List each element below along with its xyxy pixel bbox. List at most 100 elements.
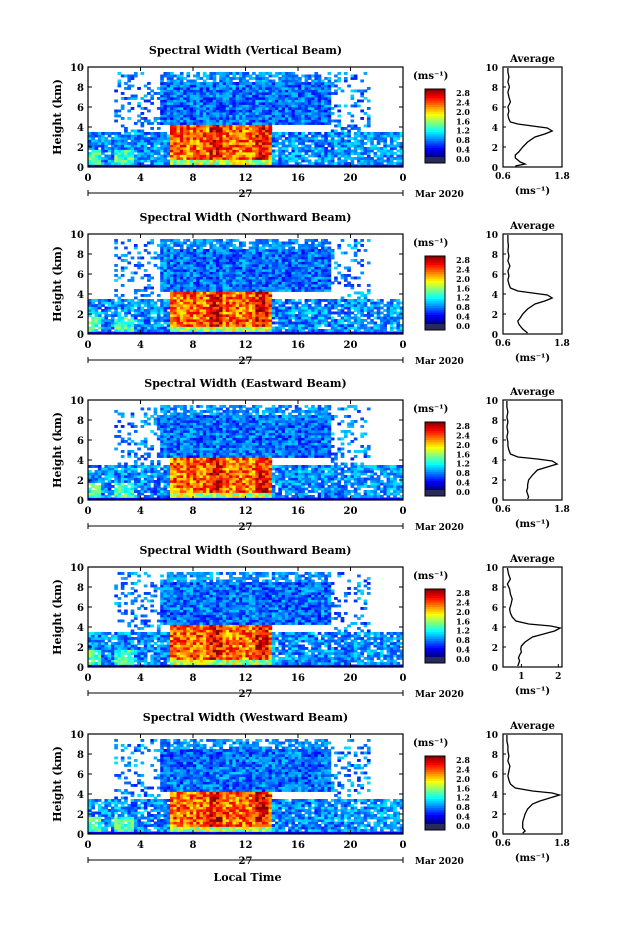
heatmap-cell bbox=[360, 299, 364, 302]
heatmap-cell bbox=[282, 259, 286, 262]
heatmap-cell bbox=[200, 105, 204, 108]
heatmap-cell bbox=[334, 322, 338, 325]
heatmap-cell bbox=[91, 322, 95, 325]
heatmap-cell bbox=[229, 117, 233, 120]
heatmap-cell bbox=[180, 284, 184, 287]
heatmap-cell bbox=[275, 257, 279, 260]
heatmap-cell bbox=[127, 77, 131, 80]
heatmap-cell bbox=[223, 145, 227, 148]
heatmap-cell bbox=[101, 162, 105, 165]
heatmap-cell bbox=[213, 162, 217, 165]
heatmap-cell bbox=[328, 107, 332, 110]
heatmap-cell bbox=[311, 274, 315, 277]
heatmap-cell bbox=[216, 259, 220, 262]
heatmap-cell bbox=[209, 242, 213, 245]
heatmap-cell bbox=[373, 132, 377, 135]
heatmap-cell bbox=[301, 160, 305, 163]
heatmap-cell bbox=[101, 327, 105, 330]
heatmap-cell bbox=[360, 309, 364, 312]
heatmap-cell bbox=[321, 329, 325, 332]
heatmap-cell bbox=[180, 329, 184, 332]
heatmap-cell bbox=[262, 87, 266, 90]
heatmap-cell bbox=[180, 252, 184, 255]
heatmap-cell bbox=[278, 319, 282, 322]
heatmap-cell bbox=[291, 239, 295, 242]
heatmap-cell bbox=[236, 289, 240, 292]
heatmap-cell bbox=[144, 287, 148, 290]
heatmap-cell bbox=[321, 322, 325, 325]
heatmap-cell bbox=[232, 262, 236, 265]
heatmap-cell bbox=[177, 244, 181, 247]
heatmap-cell bbox=[298, 259, 302, 262]
heatmap-cell bbox=[209, 135, 213, 138]
heatmap-cell bbox=[331, 107, 335, 110]
heatmap-cell bbox=[308, 117, 312, 120]
heatmap-cell bbox=[226, 85, 230, 88]
heatmap-cell bbox=[206, 75, 210, 78]
heatmap-cell bbox=[219, 287, 223, 290]
heatmap-cell bbox=[252, 145, 256, 148]
heatmap-cell bbox=[186, 257, 190, 260]
heatmap-cell bbox=[147, 147, 151, 150]
heatmap-cell bbox=[127, 145, 131, 148]
heatmap-cell bbox=[219, 142, 223, 145]
heatmap-cell bbox=[226, 274, 230, 277]
heatmap-cell bbox=[118, 150, 122, 153]
heatmap-cell bbox=[111, 132, 115, 135]
heatmap-cell bbox=[318, 242, 322, 245]
heatmap-cell bbox=[265, 314, 269, 317]
heatmap-cell bbox=[288, 82, 292, 85]
heatmap-cell bbox=[328, 254, 332, 257]
heatmap-cell bbox=[252, 327, 256, 330]
heatmap-cell bbox=[167, 284, 171, 287]
heatmap-cell bbox=[173, 322, 177, 325]
heatmap-cell bbox=[344, 142, 348, 145]
heatmap-cell bbox=[272, 254, 276, 257]
heatmap-cell bbox=[183, 85, 187, 88]
heatmap-cell bbox=[226, 254, 230, 257]
heatmap-cell bbox=[219, 294, 223, 297]
heatmap-cell bbox=[163, 142, 167, 145]
heatmap-cell bbox=[242, 130, 246, 133]
heatmap-cell bbox=[351, 287, 355, 290]
heatmap-cell bbox=[324, 122, 328, 125]
heatmap-cell bbox=[239, 322, 243, 325]
heatmap-cell bbox=[183, 257, 187, 260]
heatmap-cell bbox=[213, 319, 217, 322]
heatmap-cell bbox=[154, 257, 158, 260]
heatmap-cell bbox=[272, 137, 276, 140]
heatmap-cell bbox=[216, 162, 220, 165]
heatmap-cell bbox=[328, 92, 332, 95]
heatmap-cell bbox=[347, 319, 351, 322]
heatmap-cell bbox=[262, 302, 266, 305]
heatmap-cell bbox=[170, 252, 174, 255]
heatmap-cell bbox=[364, 147, 368, 150]
heatmap-cell bbox=[141, 147, 145, 150]
heatmap-cell bbox=[200, 147, 204, 150]
heatmap-cell bbox=[291, 87, 295, 90]
heatmap-cell bbox=[318, 264, 322, 267]
heatmap-cell bbox=[232, 95, 236, 98]
heatmap-cell bbox=[154, 160, 158, 163]
heatmap-cell bbox=[341, 277, 345, 280]
heatmap-cell bbox=[282, 107, 286, 110]
heatmap-cell bbox=[229, 267, 233, 270]
heatmap-cell bbox=[144, 145, 148, 148]
heatmap-cell bbox=[127, 147, 131, 150]
heatmap-cell bbox=[163, 137, 167, 140]
heatmap-cell bbox=[288, 110, 292, 113]
heatmap-cell bbox=[278, 112, 282, 115]
heatmap-cell bbox=[321, 239, 325, 242]
heatmap-cell bbox=[268, 90, 272, 93]
heatmap-cell bbox=[196, 269, 200, 272]
heatmap-cell bbox=[196, 122, 200, 125]
heatmap-cell bbox=[262, 312, 266, 315]
heatmap-cell bbox=[104, 299, 108, 302]
heatmap-cell bbox=[173, 274, 177, 277]
heatmap-cell bbox=[308, 282, 312, 285]
heatmap-cell bbox=[328, 302, 332, 305]
heatmap-cell bbox=[265, 130, 269, 133]
heatmap-cell bbox=[131, 147, 135, 150]
heatmap-cell bbox=[278, 115, 282, 118]
heatmap-cell bbox=[311, 317, 315, 320]
